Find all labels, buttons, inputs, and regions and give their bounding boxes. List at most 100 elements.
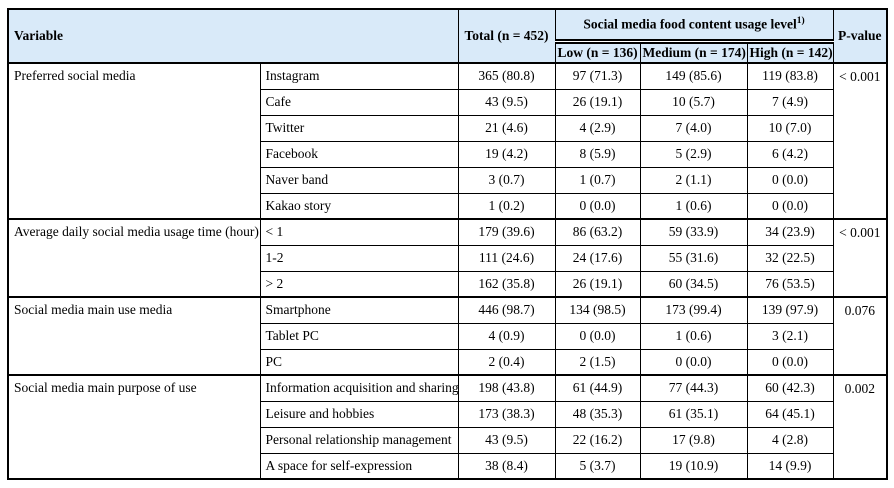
table-row: Naver band 3 (0.7) 1 (0.7) 2 (1.1) 0 (0.0) xyxy=(8,166,887,194)
high-cell: 7 (4.9) xyxy=(746,88,834,116)
medium-cell: 55 (31.6) xyxy=(639,244,748,272)
medium-cell: 17 (9.8) xyxy=(639,426,748,454)
table-row: A space for self-expression 38 (8.4) 5 (3.… xyxy=(8,452,887,480)
medium-cell: 61 (35.1) xyxy=(639,400,748,428)
high-cell: 0 (0.0) xyxy=(746,192,834,220)
medium-cell: 1 (0.6) xyxy=(639,322,748,350)
subcategory-cell: Leisure and hobbies xyxy=(259,400,459,428)
subcategory-cell: Personal relationship management xyxy=(259,426,459,454)
high-cell: 32 (22.5) xyxy=(746,244,834,272)
medium-cell: 7 (4.0) xyxy=(639,114,748,142)
high-cell: 10 (7.0) xyxy=(746,114,834,142)
low-cell: 86 (63.2) xyxy=(554,218,641,246)
medium-cell: 149 (85.6) xyxy=(639,62,748,90)
total-cell: 111 (24.6) xyxy=(457,244,556,272)
low-cell: 97 (71.3) xyxy=(554,62,641,90)
total-cell: 3 (0.7) xyxy=(457,166,556,194)
pvalue-cell: 0.002 xyxy=(832,374,888,480)
subcategory-cell: Smartphone xyxy=(259,296,459,324)
total-cell: 198 (43.8) xyxy=(457,374,556,402)
total-cell: 4 (0.9) xyxy=(457,322,556,350)
low-cell: 8 (5.9) xyxy=(554,140,641,168)
medium-cell: 19 (10.9) xyxy=(639,452,748,480)
table-row: Leisure and hobbies 173 (38.3) 48 (35.3) 61… xyxy=(8,400,887,428)
total-cell: 2 (0.4) xyxy=(457,348,556,376)
variable-cell: Preferred social media xyxy=(7,62,261,220)
total-cell: 19 (4.2) xyxy=(457,140,556,168)
subcategory-cell: Kakao story xyxy=(259,192,459,220)
subcategory-cell: Tablet PC xyxy=(259,322,459,350)
low-cell: 26 (19.1) xyxy=(554,270,641,298)
table-row: Preferred social media Instagram 365 (80.8… xyxy=(7,62,888,220)
high-cell: 4 (2.8) xyxy=(746,426,834,454)
footnote-marker: 1) xyxy=(796,16,805,27)
high-cell: 139 (97.9) xyxy=(746,296,834,324)
subcategory-cell: Facebook xyxy=(259,140,459,168)
pvalue-cell: 0.076 xyxy=(832,296,888,376)
high-cell: 6 (4.2) xyxy=(746,140,834,168)
variable-cell: Social media main use media xyxy=(7,296,261,376)
column-header-variable: Variable xyxy=(7,8,459,64)
total-cell: 1 (0.2) xyxy=(457,192,556,220)
low-cell: 48 (35.3) xyxy=(554,400,641,428)
table-row: > 2 162 (35.8) 26 (19.1) 60 (34.5) 76 (53.5) xyxy=(8,270,887,298)
medium-cell: 59 (33.9) xyxy=(639,218,748,246)
low-cell: 5 (3.7) xyxy=(554,452,641,480)
high-cell: 14 (9.9) xyxy=(746,452,834,480)
table-row: Social media main purpose of use Informat… xyxy=(7,374,888,480)
subcategory-cell: Twitter xyxy=(259,114,459,142)
table-row: Facebook 19 (4.2) 8 (5.9) 5 (2.9) 6 (4.2) xyxy=(8,140,887,168)
table-row: Twitter 21 (4.6) 4 (2.9) 7 (4.0) 10 (7.0) xyxy=(8,114,887,142)
low-cell: 2 (1.5) xyxy=(554,348,641,376)
table-row: Social media main use media Smartphone 446… xyxy=(7,296,888,376)
pvalue-cell: < 0.001 xyxy=(832,218,888,298)
total-cell: 162 (35.8) xyxy=(457,270,556,298)
table-header: Variable Total (n = 452) Social media fo… xyxy=(7,8,888,64)
medium-cell: 77 (44.3) xyxy=(639,374,748,402)
medium-cell: 10 (5.7) xyxy=(639,88,748,116)
high-cell: 0 (0.0) xyxy=(746,348,834,376)
medium-cell: 60 (34.5) xyxy=(639,270,748,298)
header-row-sub: Low (n = 136) Medium (n = 174) High (n =… xyxy=(8,40,887,64)
total-cell: 365 (80.8) xyxy=(457,62,556,90)
medium-cell: 173 (99.4) xyxy=(639,296,748,324)
usage-level-spanner-label: Social media food content usage level xyxy=(583,16,797,32)
low-cell: 22 (16.2) xyxy=(554,426,641,454)
total-cell: 446 (98.7) xyxy=(457,296,556,324)
column-header-medium: Medium (n = 174) xyxy=(639,40,748,64)
total-cell: 38 (8.4) xyxy=(457,452,556,480)
low-cell: 4 (2.9) xyxy=(554,114,641,142)
medium-cell: 5 (2.9) xyxy=(639,140,748,168)
medium-cell: 1 (0.6) xyxy=(639,192,748,220)
header-row-top: Variable Total (n = 452) Social media fo… xyxy=(7,8,888,64)
high-cell: 64 (45.1) xyxy=(746,400,834,428)
medium-cell: 0 (0.0) xyxy=(639,348,748,376)
subcategory-cell: > 2 xyxy=(259,270,459,298)
pvalue-cell: < 0.001 xyxy=(832,62,888,220)
column-header-pvalue: P-value xyxy=(832,8,888,64)
table-row: Kakao story 1 (0.2) 0 (0.0) 1 (0.6) 0 (0.0) xyxy=(8,192,887,220)
table-body: Preferred social media Instagram 365 (80.8… xyxy=(7,62,888,480)
subcategory-cell: Information acquisition and sharing xyxy=(259,374,459,402)
subcategory-cell: Instagram xyxy=(259,62,459,90)
high-cell: 60 (42.3) xyxy=(746,374,834,402)
column-header-total: Total (n = 452) xyxy=(457,8,556,64)
total-cell: 43 (9.5) xyxy=(457,426,556,454)
column-header-usage-level-spanner: Social media food content usage level1) xyxy=(554,8,834,44)
high-cell: 34 (23.9) xyxy=(746,218,834,246)
subcategory-cell: PC xyxy=(259,348,459,376)
table-row: Personal relationship management 43 (9.5)… xyxy=(8,426,887,454)
variable-cell: Social media main purpose of use xyxy=(7,374,261,480)
total-cell: 21 (4.6) xyxy=(457,114,556,142)
column-header-high: High (n = 142) xyxy=(746,40,834,64)
low-cell: 0 (0.0) xyxy=(554,322,641,350)
high-cell: 3 (2.1) xyxy=(746,322,834,350)
low-cell: 61 (44.9) xyxy=(554,374,641,402)
low-cell: 134 (98.5) xyxy=(554,296,641,324)
total-cell: 43 (9.5) xyxy=(457,88,556,116)
subcategory-cell: 1-2 xyxy=(259,244,459,272)
table-row: Average daily social media usage time (h… xyxy=(7,218,888,298)
subcategory-cell: A space for self-expression xyxy=(259,452,459,480)
high-cell: 0 (0.0) xyxy=(746,166,834,194)
